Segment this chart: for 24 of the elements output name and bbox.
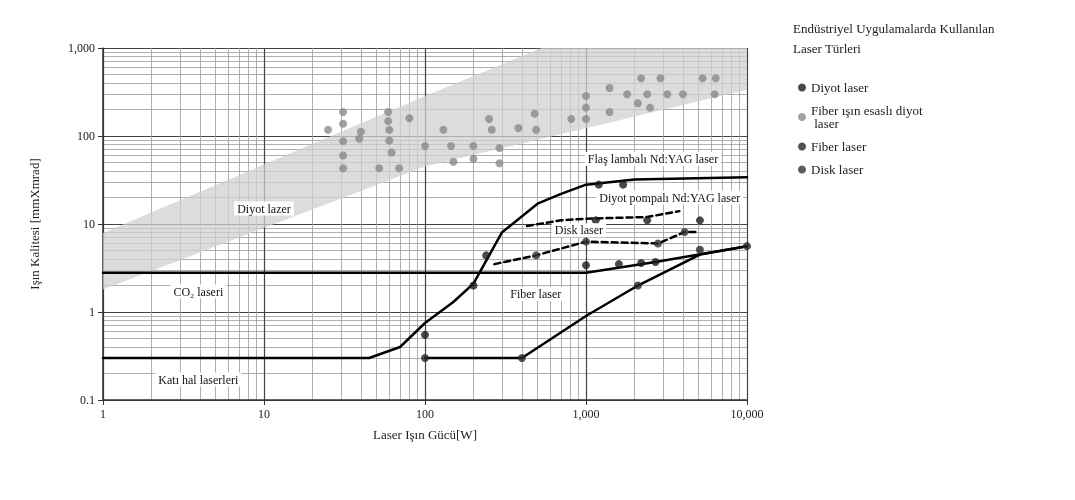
y-tick-label: 100 [77,129,95,143]
y-tick-label: 0.1 [80,393,95,407]
x-tick-label: 1 [100,407,106,421]
annotation: Diyot lazer [237,201,291,216]
x-tick-label: 10,000 [730,407,764,421]
legend-label: Fiber laser [811,139,867,154]
legend-label: Disk laser [811,162,865,177]
annotation: Disk laser [554,223,604,238]
x-tick-label: 100 [416,407,434,421]
y-tick-label: 1,000 [68,41,95,55]
y-tick-label: 10 [83,217,95,231]
annotation: Diyot pompalı Nd:YAG laser [599,190,741,205]
annotation: Flaş lambalı Nd:YAG laser [587,151,719,166]
annotation: CO₂ laseri [173,284,224,299]
legend-label: Fiber ışın esaslı diyot laser [811,103,923,131]
x-axis-title: Laser Işın Gücü[W] [373,427,477,442]
legend-title: Endüstriyel Uygulamalarda Kullanılan Laser Türleri [793,20,998,56]
y-axis-title: Işın Kalitesi [mmXmrad] [27,158,42,290]
x-tick-label: 10 [258,407,270,421]
y-tick-label: 1 [89,305,95,319]
annotation: Katı hal laserleri [158,372,239,387]
annotation: Fiber laser [510,287,562,302]
x-tick-label: 1,000 [572,407,600,421]
legend-label: Diyot laser [811,80,870,95]
